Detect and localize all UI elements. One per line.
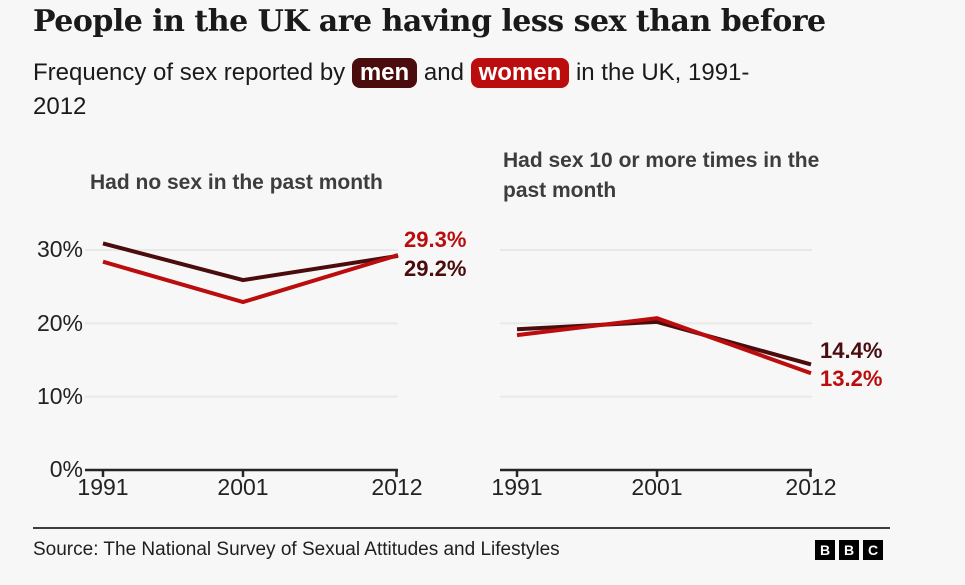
page-title: People in the UK are having less sex tha… [33, 4, 826, 39]
left-x-tick-2012: 2012 [371, 474, 423, 500]
right-chart-men-line [516, 319, 812, 367]
left-chart-women-line [102, 253, 399, 305]
bbc-logo-block-b2: B [839, 540, 859, 560]
bbc-logo: B B C [815, 540, 883, 560]
right-chart-women-value: 13.2% [820, 366, 883, 391]
footer-divider [33, 527, 890, 529]
right-chart-title: Had sex 10 or more times in the past mon… [503, 149, 820, 202]
right-x-tick-1991: 1991 [491, 474, 543, 500]
y-axis-tick-0: 0% [49, 456, 83, 482]
source-text: Source: The National Survey of Sexual At… [33, 539, 560, 560]
men-legend-badge: men [351, 58, 418, 88]
right-x-tick-2001: 2001 [631, 474, 683, 500]
y-axis-tick-30: 30% [36, 236, 83, 262]
right-chart-women-line [516, 316, 812, 376]
subtitle-line2: 2012 [33, 93, 87, 120]
left-chart-men-line [102, 241, 399, 283]
right-chart-men-value: 14.4% [820, 338, 883, 363]
left-chart-women-value: 29.3% [404, 227, 467, 252]
charts-area: Had no sex in the past month Had sex 10 … [0, 130, 965, 530]
y-axis-tick-10: 10% [36, 383, 83, 409]
left-x-tick-2001: 2001 [217, 474, 269, 500]
subtitle-suffix: in the UK, 1991- [569, 59, 750, 86]
bbc-logo-block-b1: B [815, 540, 835, 560]
subtitle-prefix: Frequency of sex reported by [33, 59, 352, 86]
women-legend-badge: women [470, 58, 570, 88]
left-chart-men-value: 29.2% [404, 256, 467, 281]
chart-subtitle: Frequency of sex reported by men and wom… [33, 56, 923, 124]
right-x-tick-2012: 2012 [785, 474, 837, 500]
left-x-tick-1991: 1991 [77, 474, 129, 500]
bbc-logo-block-c: C [863, 540, 883, 560]
y-axis-tick-20: 20% [36, 310, 83, 336]
chart-canvas [85, 241, 812, 477]
subtitle-connector: and [417, 59, 471, 86]
left-chart-title: Had no sex in the past month [90, 171, 383, 194]
